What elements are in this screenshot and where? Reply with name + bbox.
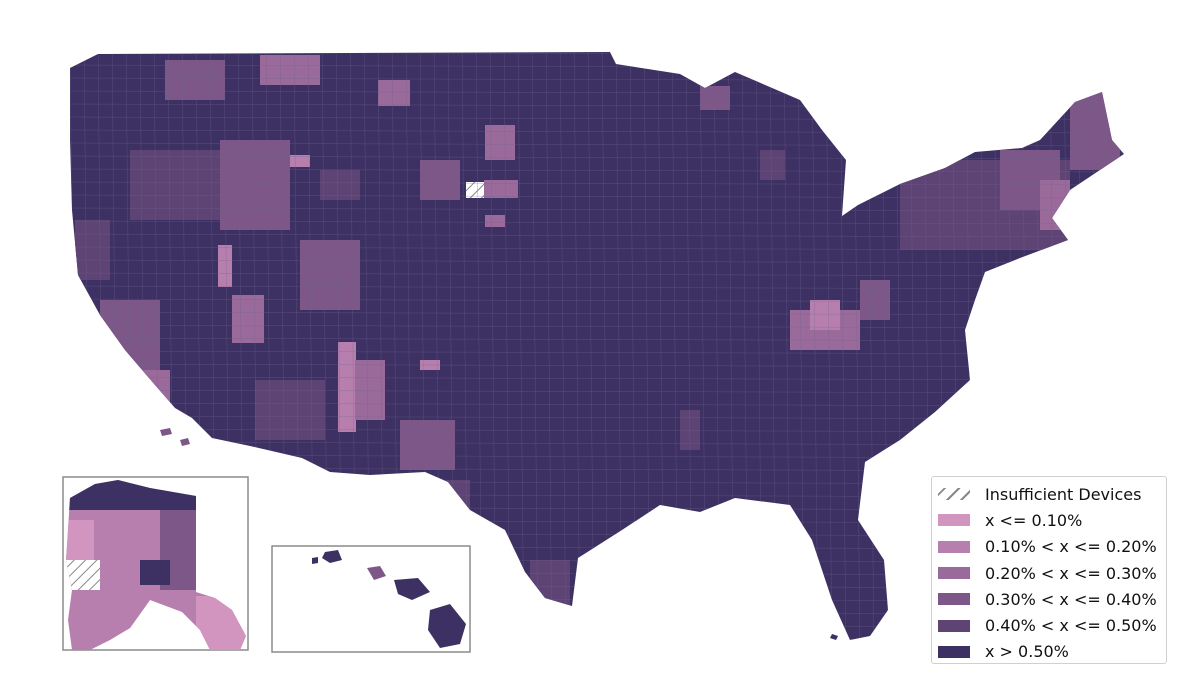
legend-swatch [938, 514, 970, 527]
legend-item: x > 0.50% [938, 639, 1160, 665]
county-region [75, 220, 110, 280]
county-region [860, 280, 890, 320]
hawaii-inset [271, 545, 471, 653]
legend-label: Insufficient Devices [985, 484, 1142, 504]
county-region [484, 180, 518, 198]
alaska-inset [62, 476, 249, 651]
legend-swatch [938, 593, 970, 606]
county-region [1070, 90, 1120, 170]
legend-item: 0.10% < x <= 0.20% [938, 534, 1160, 560]
county-region [260, 55, 320, 85]
legend-item: x <= 0.10% [938, 507, 1160, 533]
county-region [218, 245, 232, 287]
county-region [130, 370, 170, 410]
county-region [232, 295, 264, 343]
legend-label: 0.20% < x <= 0.30% [985, 563, 1157, 583]
legend-item: 0.40% < x <= 0.50% [938, 612, 1160, 638]
county-region [378, 80, 410, 106]
insufficient-region [466, 182, 484, 198]
channel-islands [160, 428, 190, 446]
county-region [700, 86, 730, 110]
legend-swatch [938, 488, 970, 501]
legend-swatch [938, 540, 970, 553]
legend-label: x > 0.50% [985, 642, 1069, 662]
insufficient-region [66, 560, 100, 590]
hawaii-inset-frame [271, 545, 471, 653]
hawaii-island-kauai [322, 550, 342, 563]
legend-item: Insufficient Devices [938, 481, 1160, 507]
legend-label: 0.10% < x <= 0.20% [985, 537, 1157, 557]
county-region [140, 560, 170, 585]
legend-swatch [938, 619, 970, 632]
legend-item: 0.20% < x <= 0.30% [938, 560, 1160, 586]
florida-keys [830, 634, 838, 640]
hawaii-island-maui-nui [394, 578, 430, 600]
county-region [165, 60, 225, 100]
county-region [760, 150, 785, 180]
county-region [430, 480, 470, 520]
county-region [130, 150, 220, 220]
hawaii-island-big [428, 604, 466, 648]
hawaii-island-oahu [367, 566, 386, 580]
hawaii-island-niihau [312, 557, 318, 564]
legend-label: x <= 0.10% [985, 510, 1083, 530]
legend-swatch [938, 567, 970, 580]
legend-item: 0.30% < x <= 0.40% [938, 586, 1160, 612]
county-region [338, 342, 356, 432]
legend-label: 0.30% < x <= 0.40% [985, 589, 1157, 609]
legend-swatch [938, 645, 970, 658]
county-region [400, 420, 455, 470]
county-region [485, 215, 505, 227]
county-region [420, 160, 460, 200]
county-region [485, 125, 515, 160]
county-region [255, 380, 325, 440]
county-region [220, 140, 290, 230]
legend-label: 0.40% < x <= 0.50% [985, 616, 1157, 636]
map-legend: Insufficient Devices x <= 0.10% 0.10% < x … [931, 476, 1167, 664]
county-region [530, 560, 570, 605]
county-region [320, 170, 360, 200]
mainland-regions [75, 55, 1120, 605]
county-region [355, 360, 385, 420]
